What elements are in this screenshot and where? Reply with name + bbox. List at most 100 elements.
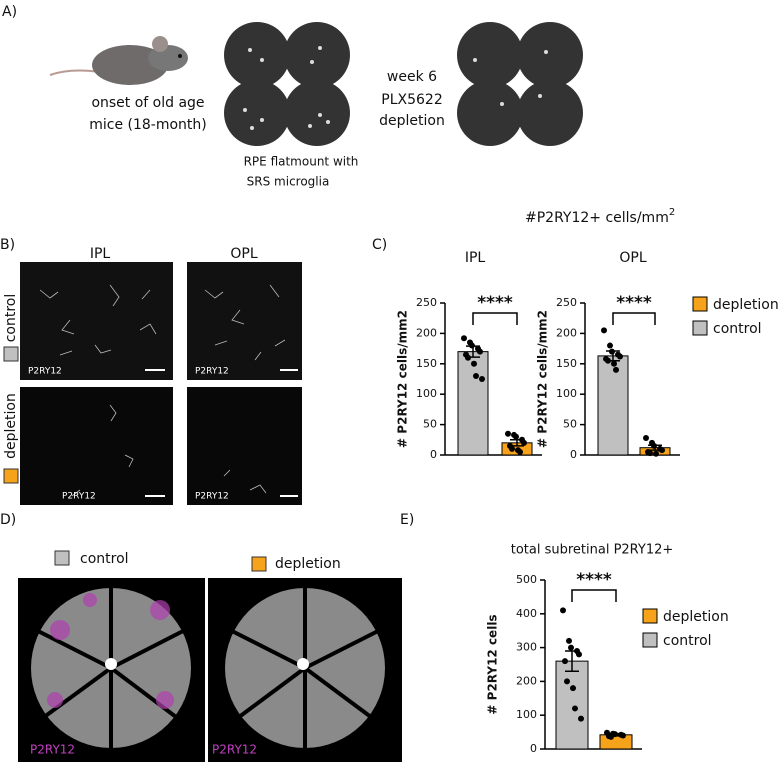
data-point — [609, 348, 615, 355]
y-axis-label: # P2RY12 cells/mm2 — [536, 310, 550, 448]
micrograph — [20, 262, 302, 505]
stain-label: P2RY12 — [28, 367, 62, 377]
legend-label: control — [713, 321, 762, 337]
chart-title: total subretinal P2RY12+ — [511, 543, 674, 558]
y-axis-label: # P2RY12 cells — [486, 614, 500, 714]
flatmount-text: RPE flatmount with — [244, 155, 359, 169]
data-point — [465, 354, 471, 361]
y-axis-label: # P2RY12 cells/mm2 — [396, 310, 410, 448]
data-point — [477, 348, 483, 355]
data-point — [613, 366, 619, 373]
treatment-text: week 6 — [387, 69, 437, 85]
y-tick-label: 100 — [516, 708, 537, 721]
y-tick-label: 200 — [556, 326, 577, 339]
y-tick-label: 150 — [416, 357, 437, 370]
group-swatch — [3, 346, 19, 362]
data-point — [659, 447, 665, 454]
y-tick-label: 250 — [416, 296, 437, 309]
panel-label: A) — [2, 4, 17, 20]
data-point — [509, 445, 515, 452]
data-point — [469, 342, 475, 349]
bar — [457, 351, 489, 456]
bar — [597, 355, 629, 456]
data-point — [651, 442, 657, 449]
data-point — [643, 434, 649, 441]
column-label: OPL — [230, 246, 257, 262]
mouse-icon — [49, 36, 188, 85]
data-point — [611, 360, 617, 367]
data-point — [517, 448, 523, 455]
group-label: control — [80, 551, 129, 567]
stain-label: P2RY12 — [212, 743, 257, 757]
y-tick-label: 150 — [556, 357, 577, 370]
treatment-text: PLX5622 — [381, 92, 442, 108]
legend-swatch — [692, 320, 708, 336]
group-swatch — [3, 468, 19, 484]
data-point — [471, 360, 477, 367]
chart-title: OPL — [619, 250, 646, 266]
data-point — [647, 450, 653, 457]
legend-swatch — [642, 608, 658, 624]
flatmount-text: SRS microglia — [247, 175, 330, 189]
y-tick-label: 200 — [516, 674, 537, 687]
treatment-text: depletion — [379, 113, 445, 129]
y-tick-label: 50 — [423, 418, 437, 431]
panel-label: E) — [400, 512, 414, 528]
panel-title-sup: 2 — [669, 207, 675, 218]
data-point — [653, 450, 659, 457]
significance-bracket — [472, 312, 518, 325]
legend-label: depletion — [663, 609, 729, 625]
row-label: control — [3, 294, 19, 343]
significance-label: **** — [477, 293, 513, 313]
mouse-text: mice (18-month) — [89, 117, 207, 133]
flatmount-icon — [224, 22, 350, 146]
stain-label: P2RY12 — [195, 492, 229, 502]
significance-label: **** — [576, 570, 612, 590]
y-tick-label: 400 — [516, 607, 537, 620]
data-point — [479, 376, 485, 382]
legend-swatch — [692, 296, 708, 312]
panel-title: #P2RY12+ cells/mm2 — [525, 207, 675, 226]
data-point — [513, 433, 519, 440]
data-point — [461, 335, 467, 342]
panel-label: B) — [0, 237, 15, 253]
data-point — [607, 342, 613, 349]
significance-bracket — [612, 312, 656, 325]
y-tick-label: 0 — [530, 742, 537, 755]
data-point — [572, 705, 578, 712]
row-label: depletion — [3, 393, 19, 459]
y-tick-label: 100 — [556, 387, 577, 400]
group-label: depletion — [275, 556, 341, 572]
column-label: IPL — [90, 246, 111, 262]
data-point — [570, 685, 576, 692]
stain-label: P2RY12 — [195, 367, 229, 377]
mouse-text: onset of old age — [91, 95, 204, 111]
y-tick-label: 250 — [556, 296, 577, 309]
significance-label: **** — [616, 293, 652, 313]
group-swatch — [251, 556, 267, 572]
data-point — [576, 651, 582, 658]
data-point — [521, 439, 527, 446]
y-tick-label: 200 — [416, 326, 437, 339]
bar — [555, 660, 589, 750]
panel-label: D) — [0, 512, 16, 528]
chart-title: IPL — [465, 250, 486, 266]
y-tick-label: 100 — [416, 387, 437, 400]
y-tick-label: 0 — [570, 448, 577, 461]
y-tick-label: 50 — [563, 418, 577, 431]
y-tick-label: 0 — [430, 448, 437, 461]
group-swatch — [54, 550, 70, 566]
y-tick-label: 300 — [516, 641, 537, 654]
data-point — [564, 678, 570, 685]
data-point — [620, 732, 626, 739]
panel-title-text: #P2RY12+ cells/mm — [525, 210, 669, 226]
data-point — [560, 607, 566, 614]
data-point — [566, 637, 572, 644]
stain-label: P2RY12 — [30, 743, 75, 757]
data-point — [605, 357, 611, 364]
data-point — [617, 353, 623, 360]
flatmount-image — [18, 578, 402, 762]
legend-swatch — [642, 632, 658, 648]
